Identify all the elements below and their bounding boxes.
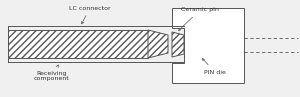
Polygon shape xyxy=(8,30,148,58)
Polygon shape xyxy=(172,32,184,57)
Polygon shape xyxy=(172,8,244,83)
Text: Ceramic pin: Ceramic pin xyxy=(178,7,219,31)
Text: LC connector: LC connector xyxy=(69,6,111,24)
Text: PIN die: PIN die xyxy=(202,59,226,74)
Text: Receiving
component: Receiving component xyxy=(34,65,70,81)
Polygon shape xyxy=(148,30,168,58)
